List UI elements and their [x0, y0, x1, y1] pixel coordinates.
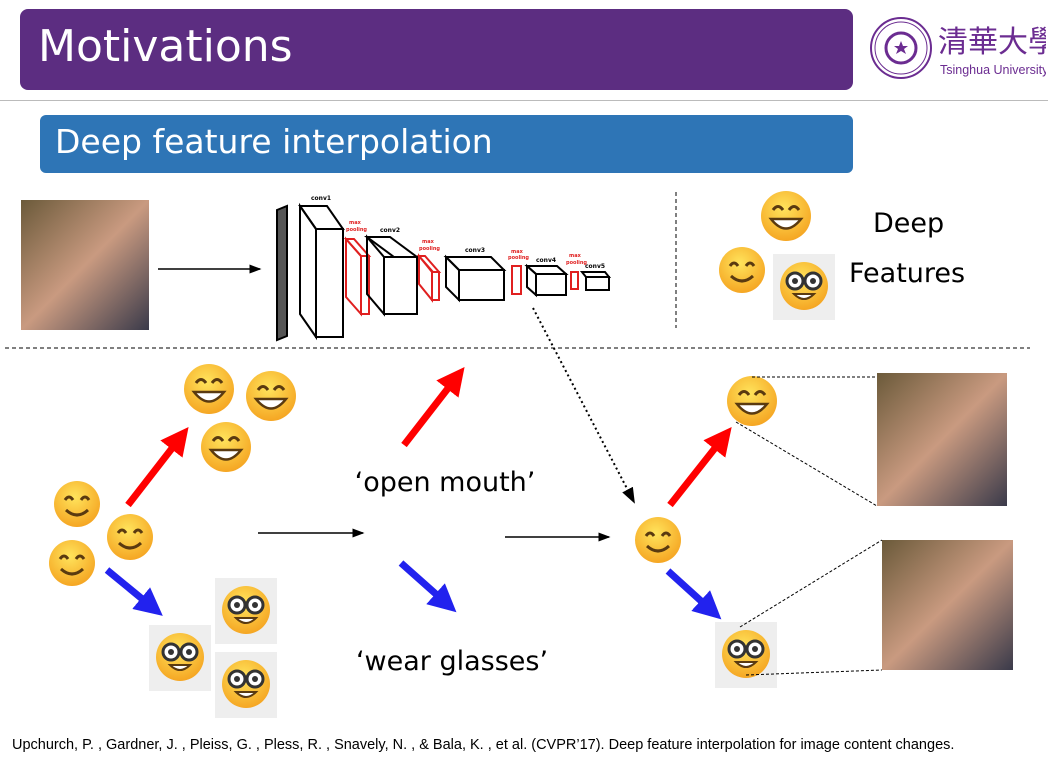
citation: Upchurch, P. , Gardner, J. , Pleiss, G. … [12, 737, 955, 753]
grin-emoji-icon [244, 369, 298, 423]
grin-emoji-icon [725, 374, 779, 428]
pool-label: pooling [508, 255, 529, 261]
grin-emoji-icon [759, 189, 813, 243]
logo-text: Tsinghua University [940, 63, 1046, 77]
grin-emoji-icon [199, 420, 253, 474]
header-divider [0, 100, 1048, 101]
pool-label: pooling [566, 260, 587, 266]
smile-emoji-icon [717, 245, 767, 295]
nerd-emoji-icon [147, 623, 213, 693]
pool-label: pooling [346, 227, 367, 233]
pool-label: max [349, 220, 362, 226]
section-bar: Deep feature interpolation [40, 115, 853, 173]
blue-arrow [665, 568, 722, 620]
conv2-block [363, 234, 421, 317]
pool2-block [416, 253, 442, 303]
smile-emoji-icon [47, 538, 97, 588]
blue-arrow [104, 567, 163, 616]
pool3-block [511, 265, 522, 295]
smile-emoji-icon [633, 515, 683, 565]
dotted-feature-arrow [532, 307, 635, 504]
nerd-emoji-icon [713, 620, 779, 690]
nerd-emoji-icon [213, 576, 279, 646]
conv1-block [298, 202, 345, 341]
conv5-block [579, 271, 612, 291]
nerd-emoji-icon [771, 252, 837, 322]
wear-glasses-label: ‘wear glasses’ [356, 646, 548, 677]
section-title: Deep feature interpolation [55, 122, 493, 161]
conv3-block [443, 254, 507, 303]
blue-arrow [398, 560, 457, 613]
red-arrow [401, 366, 465, 448]
pool-label: max [569, 253, 582, 259]
smile-emoji-icon [105, 512, 155, 562]
open-mouth-label: ‘open mouth’ [355, 467, 536, 498]
output-face-open-mouth [877, 373, 1007, 506]
deep-features-label-1: Deep [873, 208, 944, 239]
slide-title: Motivations [38, 21, 293, 72]
red-arrow [125, 426, 189, 508]
pool1-block [343, 236, 372, 317]
label-conv3: conv3 [465, 247, 485, 254]
pool-label: max [422, 239, 435, 245]
input-face-photo [21, 200, 149, 330]
zoom-lines [735, 376, 883, 676]
smile-emoji-icon [52, 479, 102, 529]
pool4-block [570, 271, 579, 290]
output-face-glasses [882, 540, 1013, 670]
pool-label: pooling [419, 246, 440, 252]
label-conv1: conv1 [311, 195, 331, 202]
conv4-block [524, 263, 569, 298]
label-conv4: conv4 [536, 257, 556, 264]
pool-label: max [511, 249, 524, 255]
label-conv5: conv5 [585, 263, 605, 270]
logo-chinese: 清華大學 [938, 25, 1046, 60]
tsinghua-logo: 清華大學 Tsinghua University [870, 17, 1046, 79]
title-bar: Motivations [20, 9, 853, 90]
red-arrow [667, 427, 732, 508]
label-conv2: conv2 [380, 227, 400, 234]
cnn-diagram [276, 202, 612, 342]
grin-emoji-icon [182, 362, 236, 416]
deep-features-label-2: Features [849, 258, 965, 289]
nerd-emoji-icon [213, 650, 279, 720]
